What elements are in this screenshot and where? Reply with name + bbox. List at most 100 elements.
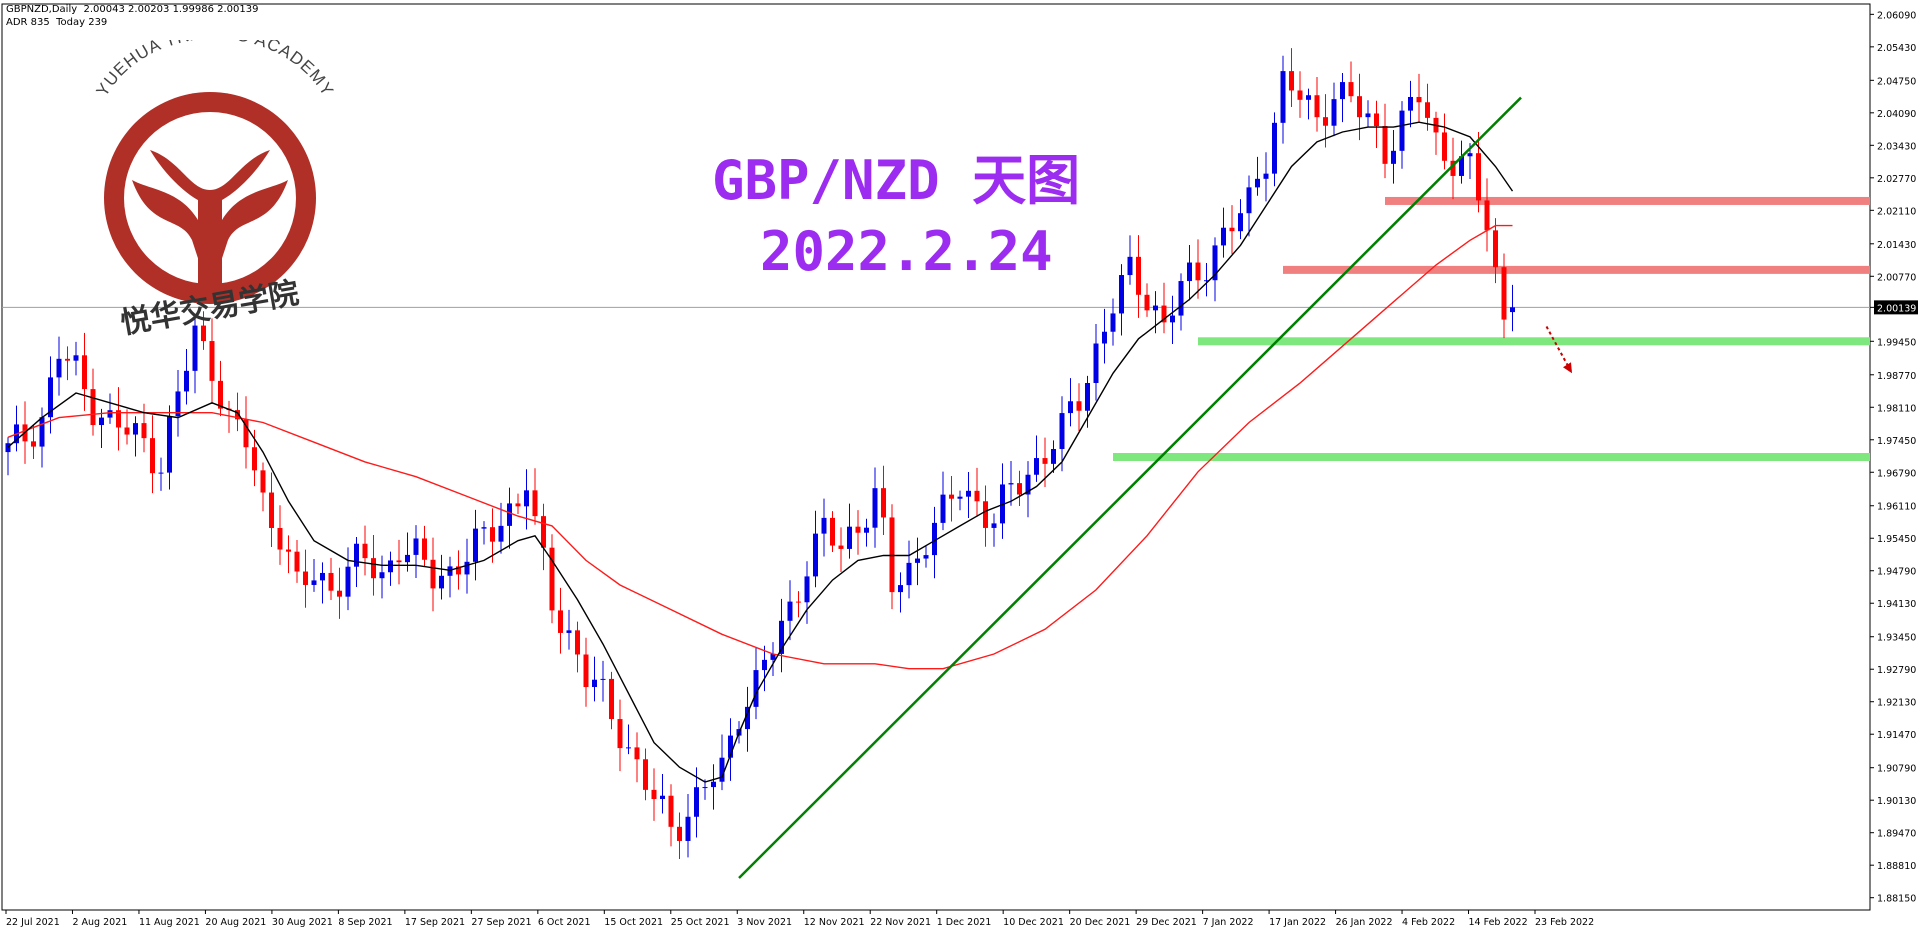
candle-body <box>252 447 257 471</box>
candle-body <box>422 538 427 560</box>
candle-body <box>379 572 385 579</box>
candle-body <box>660 795 665 800</box>
candle-body <box>813 533 818 577</box>
candle-body <box>940 494 946 523</box>
candle-body <box>915 558 920 563</box>
candle-body <box>558 610 563 633</box>
candle-body <box>898 585 903 593</box>
candle-body <box>371 558 376 579</box>
y-tick-label: 2.02770 <box>1877 174 1916 185</box>
candle-body <box>600 678 606 680</box>
y-tick-label: 1.97450 <box>1877 436 1916 447</box>
candle-body <box>779 620 784 654</box>
y-tick-label: 2.01430 <box>1877 240 1916 251</box>
x-tick-label: 27 Sep 2021 <box>471 917 531 927</box>
candle-body <box>439 575 444 589</box>
y-tick-label: 1.94790 <box>1877 567 1916 578</box>
y-tick-label: 1.95450 <box>1877 534 1916 545</box>
candle-body <box>549 547 555 611</box>
candle-body <box>413 538 419 555</box>
candle-body <box>1051 448 1056 464</box>
y-tick-label: 1.98770 <box>1877 371 1916 382</box>
candle-body <box>447 566 453 576</box>
x-tick-label: 20 Aug 2021 <box>205 917 266 927</box>
candle-body <box>1450 160 1456 176</box>
y-tick-label: 2.02110 <box>1877 206 1916 217</box>
candle-body <box>1493 230 1498 268</box>
x-tick-label: 1 Dec 2021 <box>937 917 992 927</box>
candle-body <box>566 630 572 633</box>
y-tick-label: 1.92130 <box>1877 698 1916 709</box>
candle-body <box>762 659 767 671</box>
candle-body <box>158 472 164 474</box>
candle-body <box>303 571 308 585</box>
candle-body <box>787 601 793 621</box>
candle-body <box>141 423 147 439</box>
candle-body <box>405 554 410 563</box>
x-tick-label: 23 Feb 2022 <box>1535 917 1594 927</box>
resistance-zone-1 <box>1385 196 1870 205</box>
y-tick-label: 2.04090 <box>1877 109 1916 120</box>
trendline <box>738 96 1522 879</box>
candle-body <box>1246 187 1252 214</box>
y-tick-label: 1.96790 <box>1877 468 1916 479</box>
candle-body <box>974 490 980 502</box>
candle-body <box>175 391 181 417</box>
x-tick-label: 3 Nov 2021 <box>737 917 792 927</box>
svg-text:YUEHUA TRADING ACADEMY: YUEHUA TRADING ACADEMY <box>93 40 338 100</box>
x-tick-label: 20 Dec 2021 <box>1070 917 1131 927</box>
candle-body <box>167 416 172 473</box>
candle-body <box>201 325 206 342</box>
candle-body <box>1212 245 1218 281</box>
candle-body <box>286 549 291 552</box>
candle-body <box>1153 305 1158 311</box>
candle-body <box>728 735 733 758</box>
candle-body <box>524 490 529 507</box>
candle-body <box>90 389 96 426</box>
candle-body <box>192 325 198 371</box>
candle-body <box>1272 122 1277 174</box>
candle-body <box>184 370 189 392</box>
candle-body <box>881 488 886 518</box>
candle-body <box>218 380 223 409</box>
x-tick-label: 22 Nov 2021 <box>870 917 931 927</box>
candle-body <box>82 355 87 390</box>
x-tick-label: 15 Oct 2021 <box>604 917 663 927</box>
candle-body <box>796 601 801 603</box>
x-tick-label: 10 Dec 2021 <box>1003 917 1064 927</box>
candle-body <box>498 525 504 542</box>
candle-body <box>345 566 351 597</box>
candle-body <box>651 789 657 800</box>
candle-body <box>1025 474 1031 495</box>
y-tick-label: 2.05430 <box>1877 43 1916 54</box>
x-tick-label: 25 Oct 2021 <box>671 917 730 927</box>
x-tick-label: 29 Dec 2021 <box>1136 917 1197 927</box>
candle-body <box>1178 281 1184 316</box>
y-tick-label: 2.00770 <box>1877 272 1916 283</box>
candle-body <box>1263 173 1269 179</box>
candle-body <box>694 787 699 817</box>
candle-body <box>1297 90 1303 100</box>
chart-title: GBP/NZD 天图 <box>712 149 1081 212</box>
candle-body <box>1008 483 1014 485</box>
candle-body <box>1161 305 1167 323</box>
candle-body <box>1170 315 1175 323</box>
candle-body <box>609 678 614 720</box>
candle-body <box>889 517 895 593</box>
candle-body <box>991 523 997 528</box>
y-tick-label: 1.94130 <box>1877 599 1916 610</box>
candle-body <box>804 576 810 603</box>
x-tick-label: 6 Oct 2021 <box>538 917 591 927</box>
candle-body <box>473 528 478 562</box>
candle-body <box>260 470 266 493</box>
candle-body <box>1085 383 1090 411</box>
candle-body <box>949 494 954 499</box>
support-zone-1 <box>1198 337 1870 346</box>
candle-body <box>872 488 878 528</box>
x-tick-label: 4 Feb 2022 <box>1402 917 1455 927</box>
candle-body <box>1187 262 1192 282</box>
candle-body <box>770 653 776 660</box>
candle-body <box>490 527 495 542</box>
candle-body <box>1408 96 1413 111</box>
x-tick-label: 8 Sep 2021 <box>338 917 392 927</box>
